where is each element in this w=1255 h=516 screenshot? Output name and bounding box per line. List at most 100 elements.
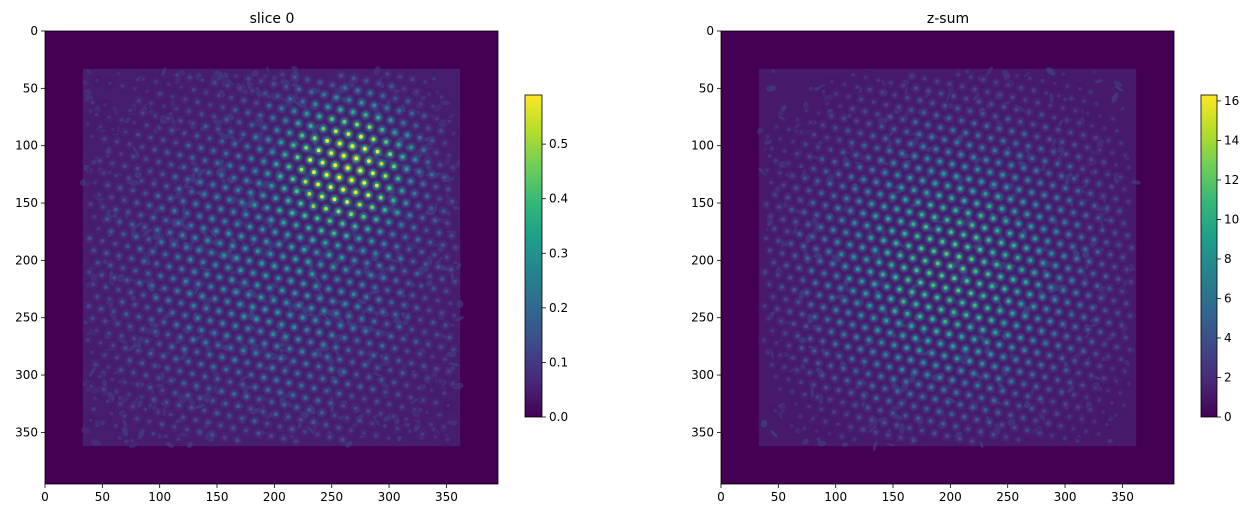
spot bbox=[316, 364, 321, 369]
spot bbox=[942, 353, 947, 358]
spot bbox=[892, 127, 896, 131]
spot bbox=[433, 184, 438, 189]
spot bbox=[904, 345, 909, 350]
spot bbox=[402, 269, 407, 273]
spot bbox=[1030, 372, 1035, 377]
spot bbox=[156, 410, 160, 414]
spot bbox=[1099, 296, 1103, 300]
spot bbox=[123, 380, 127, 385]
spot bbox=[1023, 280, 1028, 284]
spot bbox=[951, 128, 955, 133]
spot bbox=[343, 85, 347, 90]
spot bbox=[999, 240, 1004, 245]
spot bbox=[429, 172, 434, 177]
spot bbox=[334, 95, 339, 100]
spot bbox=[312, 170, 316, 175]
spot bbox=[769, 146, 774, 151]
spot bbox=[416, 419, 421, 424]
spot bbox=[1021, 416, 1025, 420]
spot bbox=[950, 162, 955, 167]
spot bbox=[972, 337, 977, 342]
spot bbox=[330, 117, 334, 121]
spot bbox=[300, 349, 305, 354]
spot bbox=[228, 163, 232, 168]
spot bbox=[197, 248, 201, 253]
spot bbox=[1084, 213, 1088, 218]
spot bbox=[921, 144, 926, 149]
spot bbox=[987, 204, 992, 209]
spot bbox=[1003, 253, 1008, 257]
spot bbox=[786, 377, 791, 382]
spot bbox=[1062, 436, 1067, 441]
spot bbox=[275, 94, 280, 99]
spot bbox=[1015, 255, 1020, 260]
spot bbox=[828, 181, 832, 186]
spot bbox=[126, 210, 131, 215]
y-tick-label: 150 bbox=[15, 196, 38, 210]
spot bbox=[1111, 116, 1115, 121]
spot bbox=[826, 249, 831, 254]
spot bbox=[295, 371, 300, 376]
spot bbox=[821, 305, 826, 310]
spot bbox=[1033, 202, 1038, 207]
spot bbox=[1009, 379, 1014, 384]
spot bbox=[451, 131, 456, 136]
spot bbox=[267, 103, 271, 108]
spot bbox=[887, 182, 891, 187]
spot bbox=[244, 212, 248, 217]
spot bbox=[1115, 129, 1119, 133]
spot bbox=[440, 277, 445, 281]
spot bbox=[411, 259, 416, 264]
spot bbox=[932, 215, 937, 220]
colorbar-tick-label: 0.5 bbox=[549, 137, 568, 151]
spot bbox=[190, 371, 195, 376]
spot bbox=[983, 192, 988, 196]
spot bbox=[1093, 169, 1098, 174]
spot bbox=[835, 240, 840, 245]
spot bbox=[269, 184, 274, 188]
spot bbox=[413, 373, 418, 378]
spot bbox=[242, 98, 246, 103]
spot bbox=[105, 183, 110, 188]
x-tick-label: 100 bbox=[148, 490, 171, 504]
spot bbox=[955, 140, 959, 145]
spot bbox=[223, 185, 228, 190]
spot bbox=[904, 379, 908, 384]
spot bbox=[396, 358, 401, 363]
spot bbox=[87, 270, 92, 275]
spot bbox=[922, 292, 927, 297]
spot bbox=[177, 153, 182, 157]
spot bbox=[1101, 160, 1106, 165]
spot bbox=[869, 202, 874, 206]
spot bbox=[1005, 151, 1010, 156]
plot-frame bbox=[44, 30, 499, 485]
spot bbox=[1021, 200, 1025, 204]
spot bbox=[359, 316, 364, 321]
spot bbox=[148, 351, 153, 356]
spot bbox=[174, 106, 179, 111]
spot bbox=[960, 300, 965, 305]
spot bbox=[320, 160, 325, 165]
spot bbox=[154, 295, 158, 300]
spot bbox=[916, 200, 920, 205]
spot bbox=[1046, 421, 1051, 426]
spot bbox=[321, 126, 326, 131]
spot bbox=[969, 257, 974, 262]
spot bbox=[228, 345, 233, 350]
spot bbox=[1040, 295, 1045, 299]
spot bbox=[920, 428, 924, 433]
spot bbox=[265, 171, 270, 176]
spot bbox=[853, 153, 858, 157]
spot bbox=[787, 309, 792, 314]
spot bbox=[418, 101, 423, 106]
spot bbox=[294, 439, 299, 444]
spot bbox=[328, 185, 333, 190]
spot bbox=[238, 268, 243, 273]
spot bbox=[227, 197, 232, 202]
spot bbox=[191, 303, 196, 308]
spot bbox=[345, 200, 349, 204]
spot bbox=[1101, 194, 1105, 199]
spot bbox=[405, 133, 410, 138]
spot bbox=[912, 404, 916, 409]
spot bbox=[102, 137, 107, 141]
